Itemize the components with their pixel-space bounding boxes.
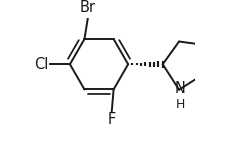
Text: Br: Br (80, 0, 96, 15)
Text: F: F (108, 112, 116, 127)
Text: Cl: Cl (35, 57, 49, 72)
Text: H: H (175, 98, 185, 111)
Text: N: N (174, 81, 185, 96)
